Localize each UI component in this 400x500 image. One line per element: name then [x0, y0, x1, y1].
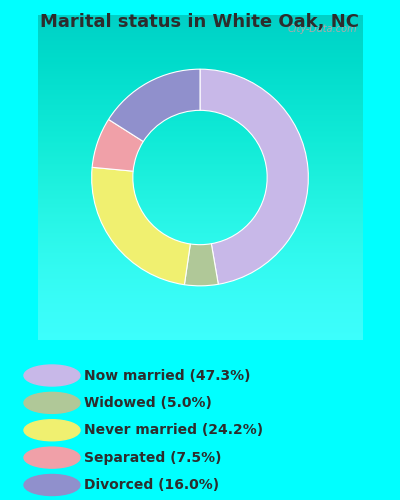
- Wedge shape: [108, 69, 200, 142]
- Text: City-Data.com: City-Data.com: [288, 24, 357, 34]
- Wedge shape: [184, 244, 218, 286]
- Circle shape: [24, 447, 80, 468]
- Wedge shape: [92, 168, 190, 284]
- Text: Divorced (16.0%): Divorced (16.0%): [84, 478, 219, 492]
- Text: Now married (47.3%): Now married (47.3%): [84, 368, 250, 382]
- Wedge shape: [92, 120, 143, 171]
- Text: Widowed (5.0%): Widowed (5.0%): [84, 396, 212, 410]
- Circle shape: [24, 365, 80, 386]
- Text: Separated (7.5%): Separated (7.5%): [84, 450, 222, 464]
- Text: Marital status in White Oak, NC: Marital status in White Oak, NC: [40, 12, 360, 30]
- Text: Never married (24.2%): Never married (24.2%): [84, 423, 263, 437]
- Circle shape: [24, 392, 80, 413]
- Wedge shape: [200, 69, 308, 284]
- Circle shape: [24, 474, 80, 496]
- Circle shape: [24, 420, 80, 441]
